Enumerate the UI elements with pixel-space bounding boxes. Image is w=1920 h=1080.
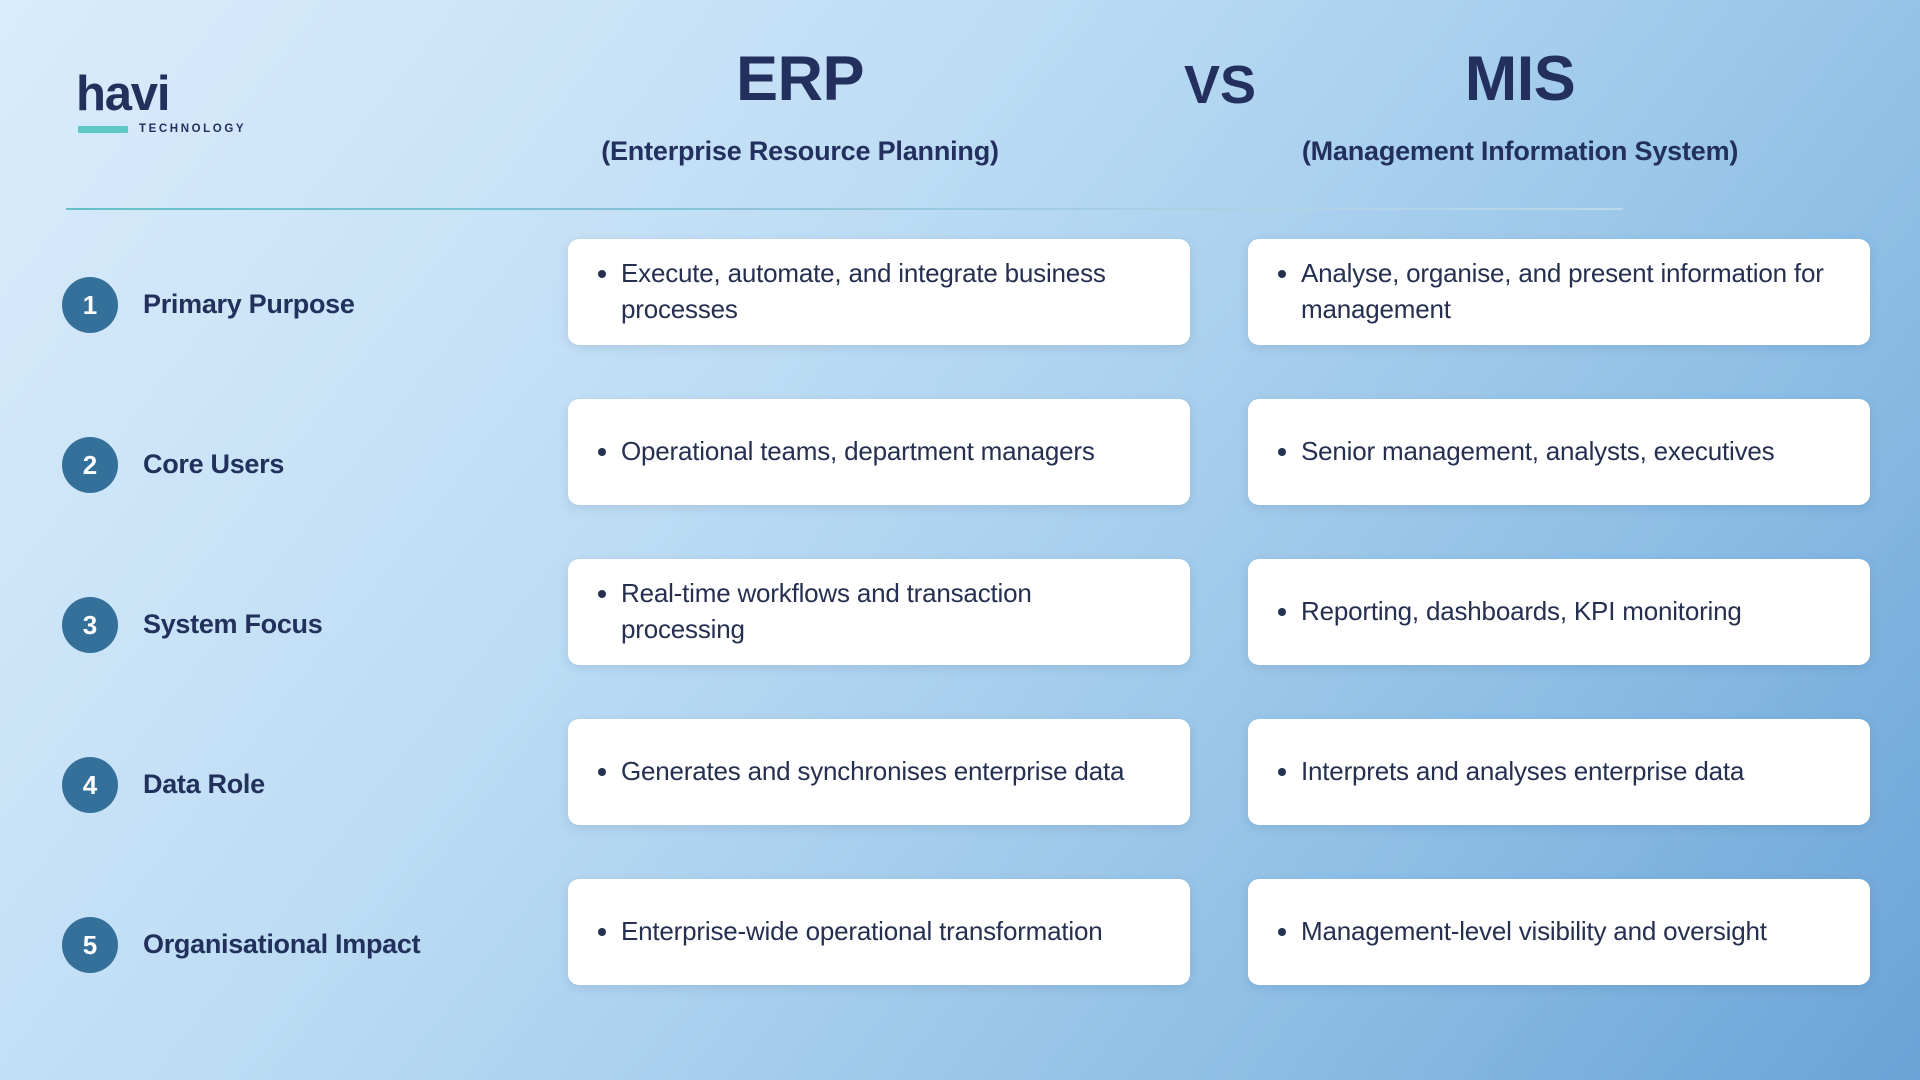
table-row: 4 Data Role Generates and synchronises e… [0, 705, 1920, 865]
row-label-4: 4 Data Role [62, 705, 492, 865]
row-number-badge: 2 [62, 437, 118, 493]
table-row: 2 Core Users Operational teams, departme… [0, 385, 1920, 545]
row-number-badge: 5 [62, 917, 118, 973]
row-label-text: Organisational Impact [143, 929, 421, 960]
bullet-icon [1278, 928, 1286, 937]
mis-cell-text: Analyse, organise, and present informati… [1301, 258, 1824, 324]
row-number-badge: 3 [62, 597, 118, 653]
bullet-icon [598, 448, 606, 457]
row-label-3: 3 System Focus [62, 545, 492, 705]
mis-cell-3: Reporting, dashboards, KPI monitoring [1248, 559, 1870, 665]
bullet-item: Execute, automate, and integrate busines… [598, 256, 1156, 328]
erp-title: ERP [735, 44, 865, 114]
mis-subtitle: (Management Information System) [1301, 136, 1739, 166]
mis-cell-5: Management-level visibility and oversigh… [1248, 879, 1870, 985]
bullet-item: Enterprise-wide operational transformati… [598, 914, 1103, 950]
erp-cell-text: Operational teams, department managers [621, 436, 1095, 467]
row-label-5: 5 Organisational Impact [62, 865, 492, 1025]
bullet-item: Senior management, analysts, executives [1278, 434, 1775, 470]
table-row: 1 Primary Purpose Execute, automate, and… [0, 225, 1920, 385]
bullet-icon [598, 590, 606, 599]
erp-cell-text: Real-time workflows and transaction proc… [621, 578, 1032, 644]
row-number-badge: 4 [62, 757, 118, 813]
table-row: 5 Organisational Impact Enterprise-wide … [0, 865, 1920, 1025]
brand-tagline: TECHNOLOGY [139, 123, 247, 135]
vs-label: VS [1183, 55, 1257, 115]
page-header: havi TECHNOLOGY ERP (Enterprise Resource… [0, 0, 1920, 208]
comparison-table: 1 Primary Purpose Execute, automate, and… [0, 225, 1920, 1025]
bullet-item: Operational teams, department managers [598, 434, 1095, 470]
row-label-text: Data Role [143, 769, 265, 800]
mis-cell-1: Analyse, organise, and present informati… [1248, 239, 1870, 345]
bullet-icon [1278, 608, 1286, 617]
erp-cell-text: Generates and synchronises enterprise da… [621, 756, 1125, 787]
erp-cell-2: Operational teams, department managers [568, 399, 1190, 505]
column-header-mis: MIS (Management Information System) [1280, 48, 1760, 165]
erp-cell-5: Enterprise-wide operational transformati… [568, 879, 1190, 985]
mis-cell-4: Interprets and analyses enterprise data [1248, 719, 1870, 825]
row-label-text: System Focus [143, 609, 323, 640]
column-header-erp: ERP (Enterprise Resource Planning) [560, 48, 1040, 165]
mis-cell-text: Interprets and analyses enterprise data [1301, 756, 1745, 787]
row-label-text: Primary Purpose [143, 289, 355, 320]
bullet-icon [1278, 768, 1286, 777]
bullet-icon [1278, 448, 1286, 457]
erp-cell-text: Execute, automate, and integrate busines… [621, 258, 1106, 324]
brand-name: havi [76, 67, 170, 121]
erp-cell-1: Execute, automate, and integrate busines… [568, 239, 1190, 345]
bullet-item: Interprets and analyses enterprise data [1278, 754, 1744, 790]
mis-cell-text: Senior management, analysts, executives [1301, 436, 1775, 467]
row-number-badge: 1 [62, 277, 118, 333]
header-divider [66, 208, 1623, 210]
bullet-icon [598, 270, 606, 279]
bullet-item: Real-time workflows and transaction proc… [598, 576, 1156, 648]
row-label-text: Core Users [143, 449, 285, 480]
row-label-1: 1 Primary Purpose [62, 225, 492, 385]
versus-separator: VS [1145, 58, 1295, 112]
erp-cell-4: Generates and synchronises enterprise da… [568, 719, 1190, 825]
bullet-item: Management-level visibility and oversigh… [1278, 914, 1767, 950]
bullet-icon [598, 928, 606, 937]
mis-cell-text: Reporting, dashboards, KPI monitoring [1301, 596, 1742, 627]
bullet-item: Reporting, dashboards, KPI monitoring [1278, 594, 1742, 630]
erp-subtitle: (Enterprise Resource Planning) [601, 136, 999, 166]
bullet-icon [1278, 270, 1286, 279]
brand-logo: havi TECHNOLOGY [76, 67, 306, 136]
brand-accent-bar-icon [78, 125, 128, 133]
table-row: 3 System Focus Real-time workflows and t… [0, 545, 1920, 705]
bullet-item: Analyse, organise, and present informati… [1278, 256, 1836, 328]
erp-cell-text: Enterprise-wide operational transformati… [621, 916, 1103, 947]
row-label-2: 2 Core Users [62, 385, 492, 545]
mis-cell-2: Senior management, analysts, executives [1248, 399, 1870, 505]
erp-cell-3: Real-time workflows and transaction proc… [568, 559, 1190, 665]
brand-tagline-row: TECHNOLOGY [78, 123, 306, 135]
bullet-item: Generates and synchronises enterprise da… [598, 754, 1124, 790]
mis-cell-text: Management-level visibility and oversigh… [1301, 916, 1767, 947]
bullet-icon [598, 768, 606, 777]
mis-title: MIS [1464, 44, 1576, 114]
